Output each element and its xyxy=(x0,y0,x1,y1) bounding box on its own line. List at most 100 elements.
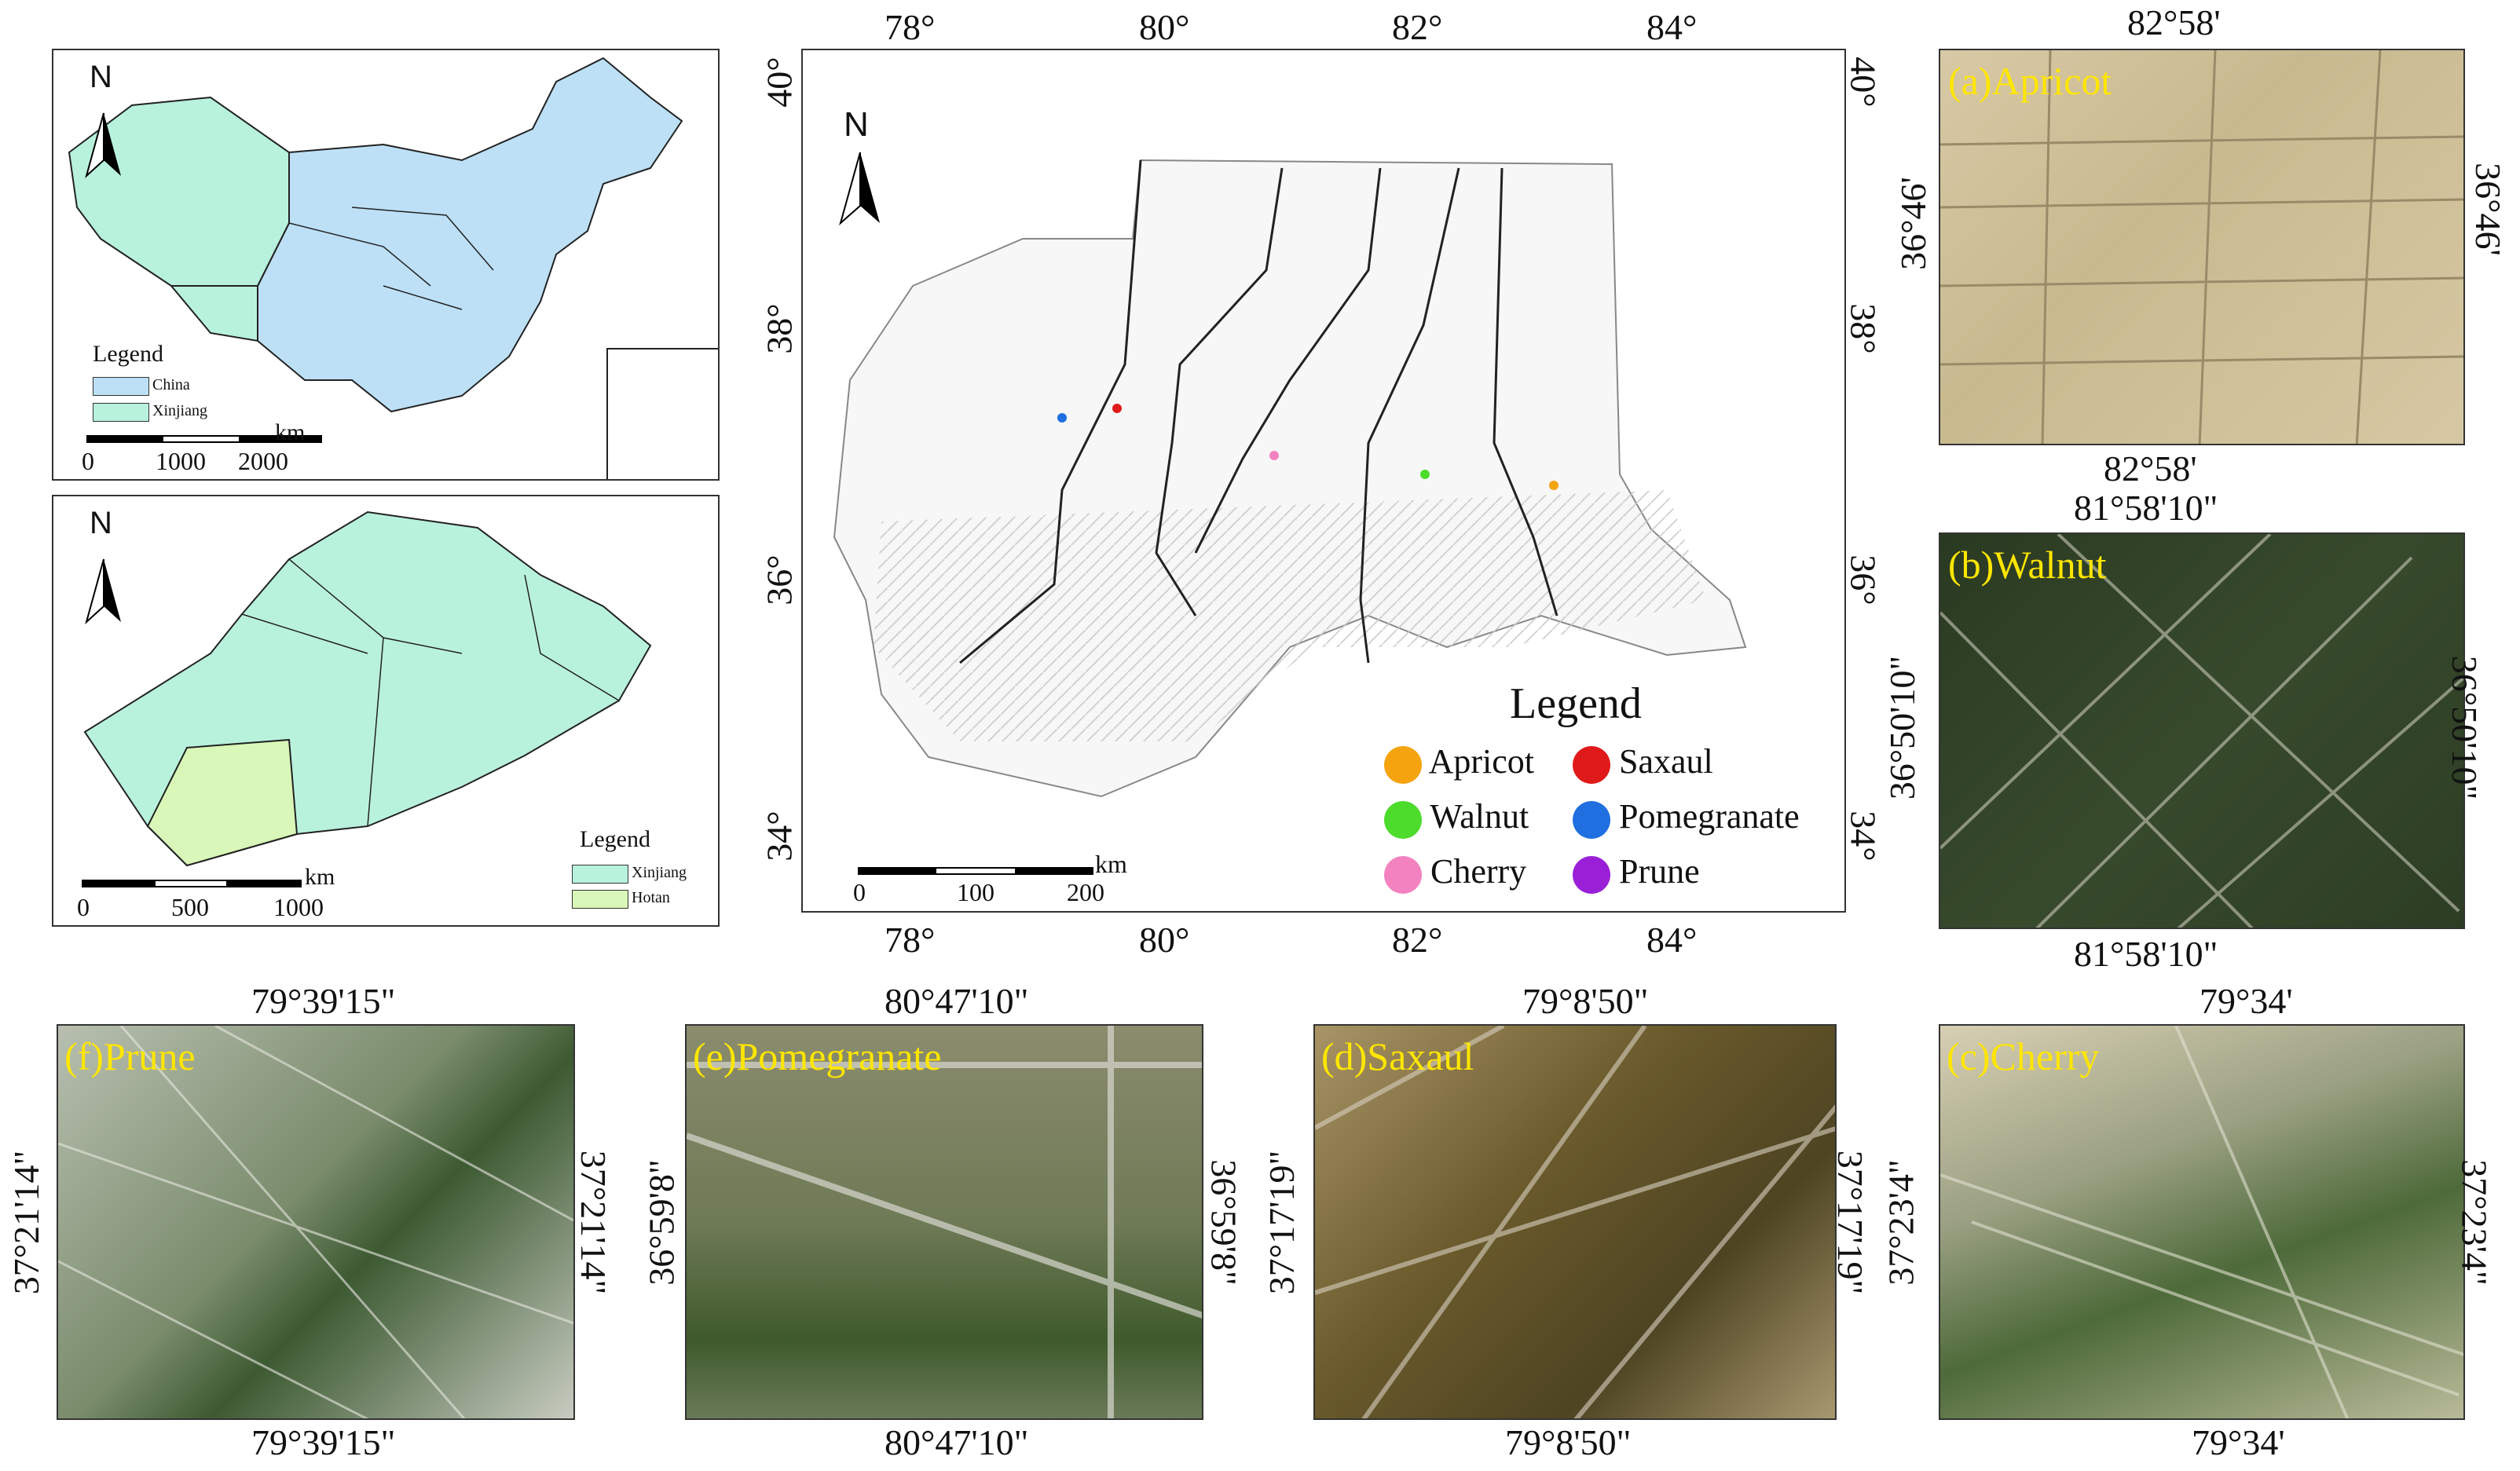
inset-a-apricot: (a)Apricot xyxy=(1939,49,2465,445)
xinjiang-region xyxy=(68,96,290,287)
north-arrow-icon xyxy=(833,145,888,231)
scale-unit: km xyxy=(275,419,306,445)
lat-label-left: 40° xyxy=(759,57,800,108)
inset-top-coord: 82°58' xyxy=(2127,2,2221,42)
legend-item: Prune xyxy=(1573,851,1700,894)
scale-tick-label: 1000 xyxy=(273,893,324,921)
china-map-shapes xyxy=(68,57,718,479)
scale-tick-label: 2000 xyxy=(238,447,288,475)
china-mainland xyxy=(257,57,683,413)
inset-right-coord: 36°46' xyxy=(2467,163,2508,256)
inset-bottom-coord: 79°34' xyxy=(2192,1422,2285,1462)
scale-tick-label: 0 xyxy=(82,447,94,475)
inset-left-coord: 36°46' xyxy=(1892,177,1933,270)
lon-label-top: 82° xyxy=(1392,7,1443,47)
legend-item: Walnut xyxy=(1384,796,1529,839)
county-boundaries xyxy=(959,159,1559,664)
inset-c-cherry: (c)Cherry xyxy=(1939,1024,2465,1420)
scale-tick-label: 0 xyxy=(77,893,90,921)
inset-b-walnut: (b)Walnut xyxy=(1939,532,2465,929)
legend-item: Pomegranate xyxy=(1573,796,1800,839)
north-arrow-icon xyxy=(80,551,127,630)
apricot-site-marker xyxy=(1549,481,1559,490)
main-study-area-map: N Legend Apricot Saxaul Walnut Pomegrana… xyxy=(801,49,1846,913)
lon-label-top: 78° xyxy=(885,7,936,47)
scale-tick-label: 100 xyxy=(957,878,994,906)
lat-label-left: 34° xyxy=(759,811,800,862)
inset-top-coord: 79°39'15" xyxy=(251,981,396,1021)
china-legend-title: Legend xyxy=(93,341,163,367)
china-north-label: N xyxy=(90,60,112,94)
lat-label-right: 36° xyxy=(1843,554,1884,606)
north-arrow-icon xyxy=(80,105,127,184)
lat-label-left: 36° xyxy=(759,554,800,606)
china-legend-item: China xyxy=(93,376,190,397)
legend-item: Cherry xyxy=(1384,851,1526,894)
inset-label: (d)Saxaul xyxy=(1321,1034,1474,1078)
scale-tick-label: 200 xyxy=(1067,878,1104,906)
inset-d-saxaul: (d)Saxaul xyxy=(1313,1024,1837,1420)
scale-tick-label: 500 xyxy=(171,893,209,921)
main-legend-title: Legend xyxy=(1510,679,1642,728)
inset-top-coord: 80°47'10" xyxy=(885,981,1029,1021)
scale-tick-label: 1000 xyxy=(156,447,206,475)
scale-tick-label: 0 xyxy=(853,878,866,906)
china-locator-map: N Legend China Xinjiang km 0 1000 2000 xyxy=(52,49,720,481)
cherry-site-marker xyxy=(1269,451,1279,460)
inset-f-prune: (f)Prune xyxy=(57,1024,575,1420)
hotan-region xyxy=(146,738,299,867)
inset-top-coord: 79°34' xyxy=(2200,981,2293,1021)
inset-left-coord: 37°21'14" xyxy=(6,1150,47,1295)
xinjiang-north-label: N xyxy=(90,506,112,540)
inset-label: (c)Cherry xyxy=(1947,1034,2100,1078)
lon-label-bottom: 82° xyxy=(1392,920,1443,960)
lon-label-bottom: 78° xyxy=(885,920,936,960)
lon-label-bottom: 80° xyxy=(1139,920,1190,960)
inset-right-coord: 37°23'4" xyxy=(2454,1159,2495,1286)
inset-left-coord: 37°23'4" xyxy=(1881,1159,1921,1286)
scale-unit: km xyxy=(305,864,335,890)
inset-left-coord: 37°17'19" xyxy=(1262,1150,1302,1295)
xinjiang-legend-title: Legend xyxy=(580,826,650,852)
lat-label-right: 34° xyxy=(1843,811,1884,862)
legend-item: Saxaul xyxy=(1573,741,1713,784)
legend-item: Apricot xyxy=(1384,741,1534,784)
scale-unit: km xyxy=(1095,850,1127,878)
xinjiang-legend-item: Xinjiang xyxy=(572,864,687,884)
inset-label: (a)Apricot xyxy=(1948,59,2112,103)
main-north-label: N xyxy=(844,105,869,144)
lon-label-top: 84° xyxy=(1646,7,1698,47)
scale-bar-gap xyxy=(936,869,1015,873)
scale-bar-gap xyxy=(156,881,226,886)
inset-bottom-coord: 81°58'10" xyxy=(2074,934,2218,974)
saxaul-site-marker xyxy=(1112,404,1122,413)
inset-right-coord: 36°50'10" xyxy=(2445,655,2485,800)
scale-bar-gap xyxy=(163,437,239,441)
lon-label-bottom: 84° xyxy=(1646,920,1698,960)
inset-left-coord: 36°50'10" xyxy=(1882,655,1923,800)
hotan-terrain-map xyxy=(833,159,1747,798)
inset-bottom-coord: 79°8'50" xyxy=(1505,1422,1632,1462)
inset-right-coord: 37°21'14" xyxy=(573,1150,614,1295)
xinjiang-map-shapes xyxy=(83,510,652,867)
walnut-site-marker xyxy=(1420,470,1430,479)
pomegranate-site-marker xyxy=(1057,413,1067,423)
china-legend-item: Xinjiang xyxy=(93,402,207,423)
lat-label-right: 38° xyxy=(1843,303,1884,354)
inset-bottom-coord: 82°58' xyxy=(2104,448,2197,489)
inset-label: (f)Prune xyxy=(64,1034,196,1078)
inset-label: (b)Walnut xyxy=(1948,543,2107,587)
inset-right-coord: 37°17'19" xyxy=(1830,1150,1871,1295)
lat-label-left: 38° xyxy=(759,303,800,354)
inset-top-coord: 81°58'10" xyxy=(2074,488,2218,528)
inset-left-coord: 36°59'8" xyxy=(641,1159,682,1286)
xinjiang-locator-map: N Legend Xinjiang Hotan km 0 500 1000 xyxy=(52,495,720,927)
inset-e-pomegranate: (e)Pomegranate xyxy=(685,1024,1203,1420)
inset-bottom-coord: 80°47'10" xyxy=(885,1422,1029,1462)
inset-top-coord: 79°8'50" xyxy=(1522,981,1649,1021)
lat-label-right: 40° xyxy=(1843,57,1884,108)
lon-label-top: 80° xyxy=(1139,7,1190,47)
inset-right-coord: 36°59'8" xyxy=(1203,1159,1244,1286)
inset-label: (e)Pomegranate xyxy=(693,1034,942,1078)
inset-bottom-coord: 79°39'15" xyxy=(251,1422,396,1462)
